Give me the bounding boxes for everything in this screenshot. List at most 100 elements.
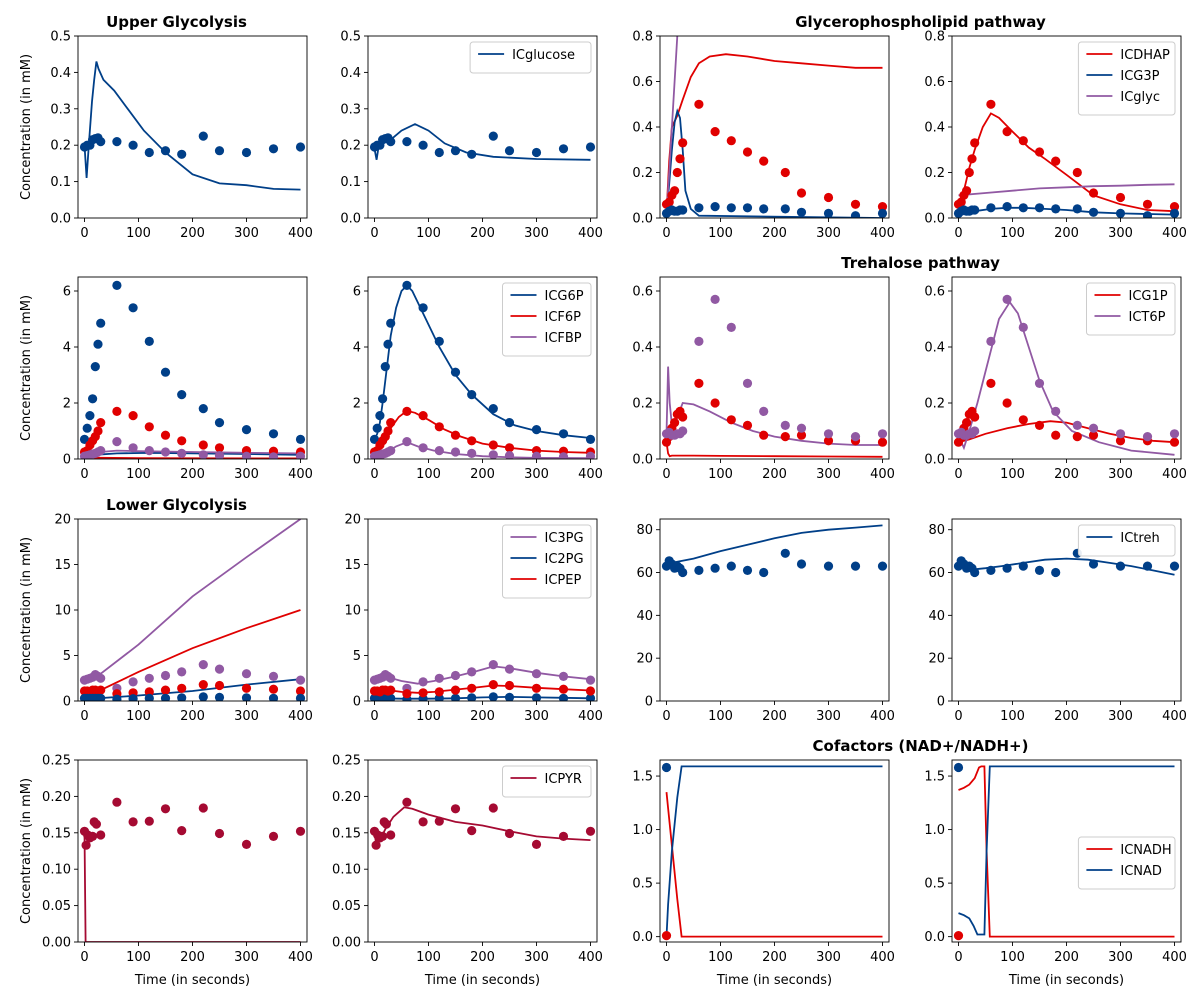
- axes-frame: [659, 35, 890, 219]
- subplot-16: 0 100 200 300 400 0.0 0.5 1.0 1.5 Time (in second…: [924, 759, 1187, 988]
- data-point: [504, 692, 515, 701]
- data-point: [970, 567, 980, 578]
- y-tick-label: 0.00: [332, 936, 361, 951]
- data-point: [488, 440, 498, 450]
- x-tick-label: 0: [954, 709, 962, 724]
- legend-label: ICPYR: [545, 772, 582, 787]
- legend: ICDHAP ICG3P ICglyc: [1077, 41, 1176, 116]
- series-line: [958, 765, 1175, 938]
- data-point: [823, 192, 834, 203]
- data-point: [198, 450, 208, 459]
- data-point: [241, 839, 252, 850]
- data-point: [531, 693, 542, 701]
- data-point: [434, 422, 444, 432]
- data-point: [678, 138, 688, 148]
- series-line: [84, 519, 302, 681]
- data-point: [488, 692, 498, 701]
- data-point: [386, 318, 396, 328]
- y-tick-label: 2: [353, 397, 361, 412]
- data-point: [450, 367, 461, 377]
- y-tick-label: 15: [54, 558, 71, 573]
- x-tick-label: 0: [954, 467, 962, 482]
- data-point: [402, 437, 412, 447]
- data-point: [670, 186, 680, 196]
- y-tick-label: 0.8: [632, 30, 653, 45]
- subplot-1: 0 100 200 300 400 0.0 0.1 0.2 0.3 0.4 0.5 Concentra…: [19, 13, 313, 241]
- subplot-11: 0 100 200 300 400 0 20 40 60 80: [636, 518, 895, 724]
- data-point: [402, 137, 412, 147]
- plot-area: [661, 762, 883, 941]
- data-point: [1051, 156, 1061, 166]
- subplot-10: 0 100 200 300 400 0 5 10 15 20 IC3PG IC2PG ICPEP: [344, 513, 602, 725]
- legend-box: [1086, 282, 1176, 336]
- x-tick-label: 400: [1162, 950, 1187, 965]
- data-point: [986, 378, 996, 388]
- y-tick-label: 0.0: [924, 930, 945, 945]
- x-tick-label: 400: [870, 226, 895, 241]
- data-point: [96, 446, 106, 456]
- data-point: [241, 451, 252, 459]
- y-tick-label: 4: [63, 341, 71, 356]
- data-point: [726, 415, 736, 425]
- legend-label: ICNAD: [1120, 864, 1162, 879]
- x-tick-label: 300: [1108, 467, 1133, 482]
- data-point: [558, 684, 569, 694]
- y-tick-label: 20: [54, 513, 71, 528]
- y-tick-label: 0: [63, 695, 71, 710]
- data-point: [823, 561, 834, 571]
- data-point: [268, 429, 279, 439]
- subplot-13: 0 100 200 300 400 0.00 0.05 0.10 0.15 0.20 0.25 Con…: [19, 754, 313, 989]
- legend-label: IC3PG: [545, 531, 584, 546]
- y-tick-label: 0.6: [924, 75, 945, 90]
- data-point: [144, 687, 154, 697]
- data-point: [177, 436, 187, 446]
- plot-area: [369, 797, 596, 850]
- x-tick-label: 300: [1108, 226, 1133, 241]
- data-point: [1115, 561, 1126, 571]
- x-tick-label: 400: [578, 709, 603, 724]
- y-axis-label: Concentration (in mM): [19, 295, 34, 441]
- data-point: [96, 685, 106, 695]
- data-point: [710, 127, 720, 137]
- plot-area: [79, 61, 306, 191]
- y-tick-label: 0.8: [924, 30, 945, 45]
- group-title: Trehalose pathway: [841, 254, 1000, 272]
- data-point: [1018, 322, 1028, 332]
- axes-frame: [659, 759, 890, 943]
- legend: ICG6P ICF6P ICFBP: [502, 282, 592, 357]
- x-tick-label: 0: [370, 467, 378, 482]
- data-point: [241, 693, 252, 701]
- y-tick-label: 0.10: [332, 863, 361, 878]
- data-point: [82, 423, 92, 433]
- data-point: [1169, 208, 1180, 218]
- data-point: [128, 303, 138, 313]
- data-point: [383, 426, 393, 436]
- y-tick-label: 0.1: [50, 175, 71, 190]
- data-point: [1072, 204, 1082, 214]
- x-tick-label: 100: [416, 709, 441, 724]
- series-line: [957, 112, 1175, 213]
- data-point: [380, 362, 390, 372]
- data-point: [850, 211, 861, 218]
- y-tick-label: 4: [353, 341, 361, 356]
- subplot-7: 0 100 200 300 400 0.0 0.2 0.4 0.6 Trehalose pathw…: [632, 254, 1000, 482]
- data-point: [1088, 207, 1099, 217]
- data-point: [558, 452, 569, 459]
- subplot-5: 0 100 200 300 400 0 2 4 6 Concentration (in mM): [19, 276, 313, 482]
- y-tick-label: 10: [344, 604, 361, 619]
- x-tick-label: 300: [234, 950, 259, 965]
- data-point: [144, 336, 154, 346]
- data-point: [780, 420, 790, 430]
- data-point: [742, 378, 753, 388]
- data-point: [726, 136, 736, 146]
- x-axis-label: Time (in seconds): [424, 973, 540, 988]
- data-point: [1002, 563, 1012, 573]
- data-point: [450, 447, 461, 457]
- y-tick-label: 20: [636, 652, 653, 667]
- y-tick-label: 0.0: [632, 453, 653, 468]
- y-tick-label: 0.4: [632, 341, 653, 356]
- data-point: [970, 138, 980, 148]
- data-point: [85, 411, 95, 421]
- data-point: [372, 423, 382, 433]
- data-point: [434, 687, 444, 697]
